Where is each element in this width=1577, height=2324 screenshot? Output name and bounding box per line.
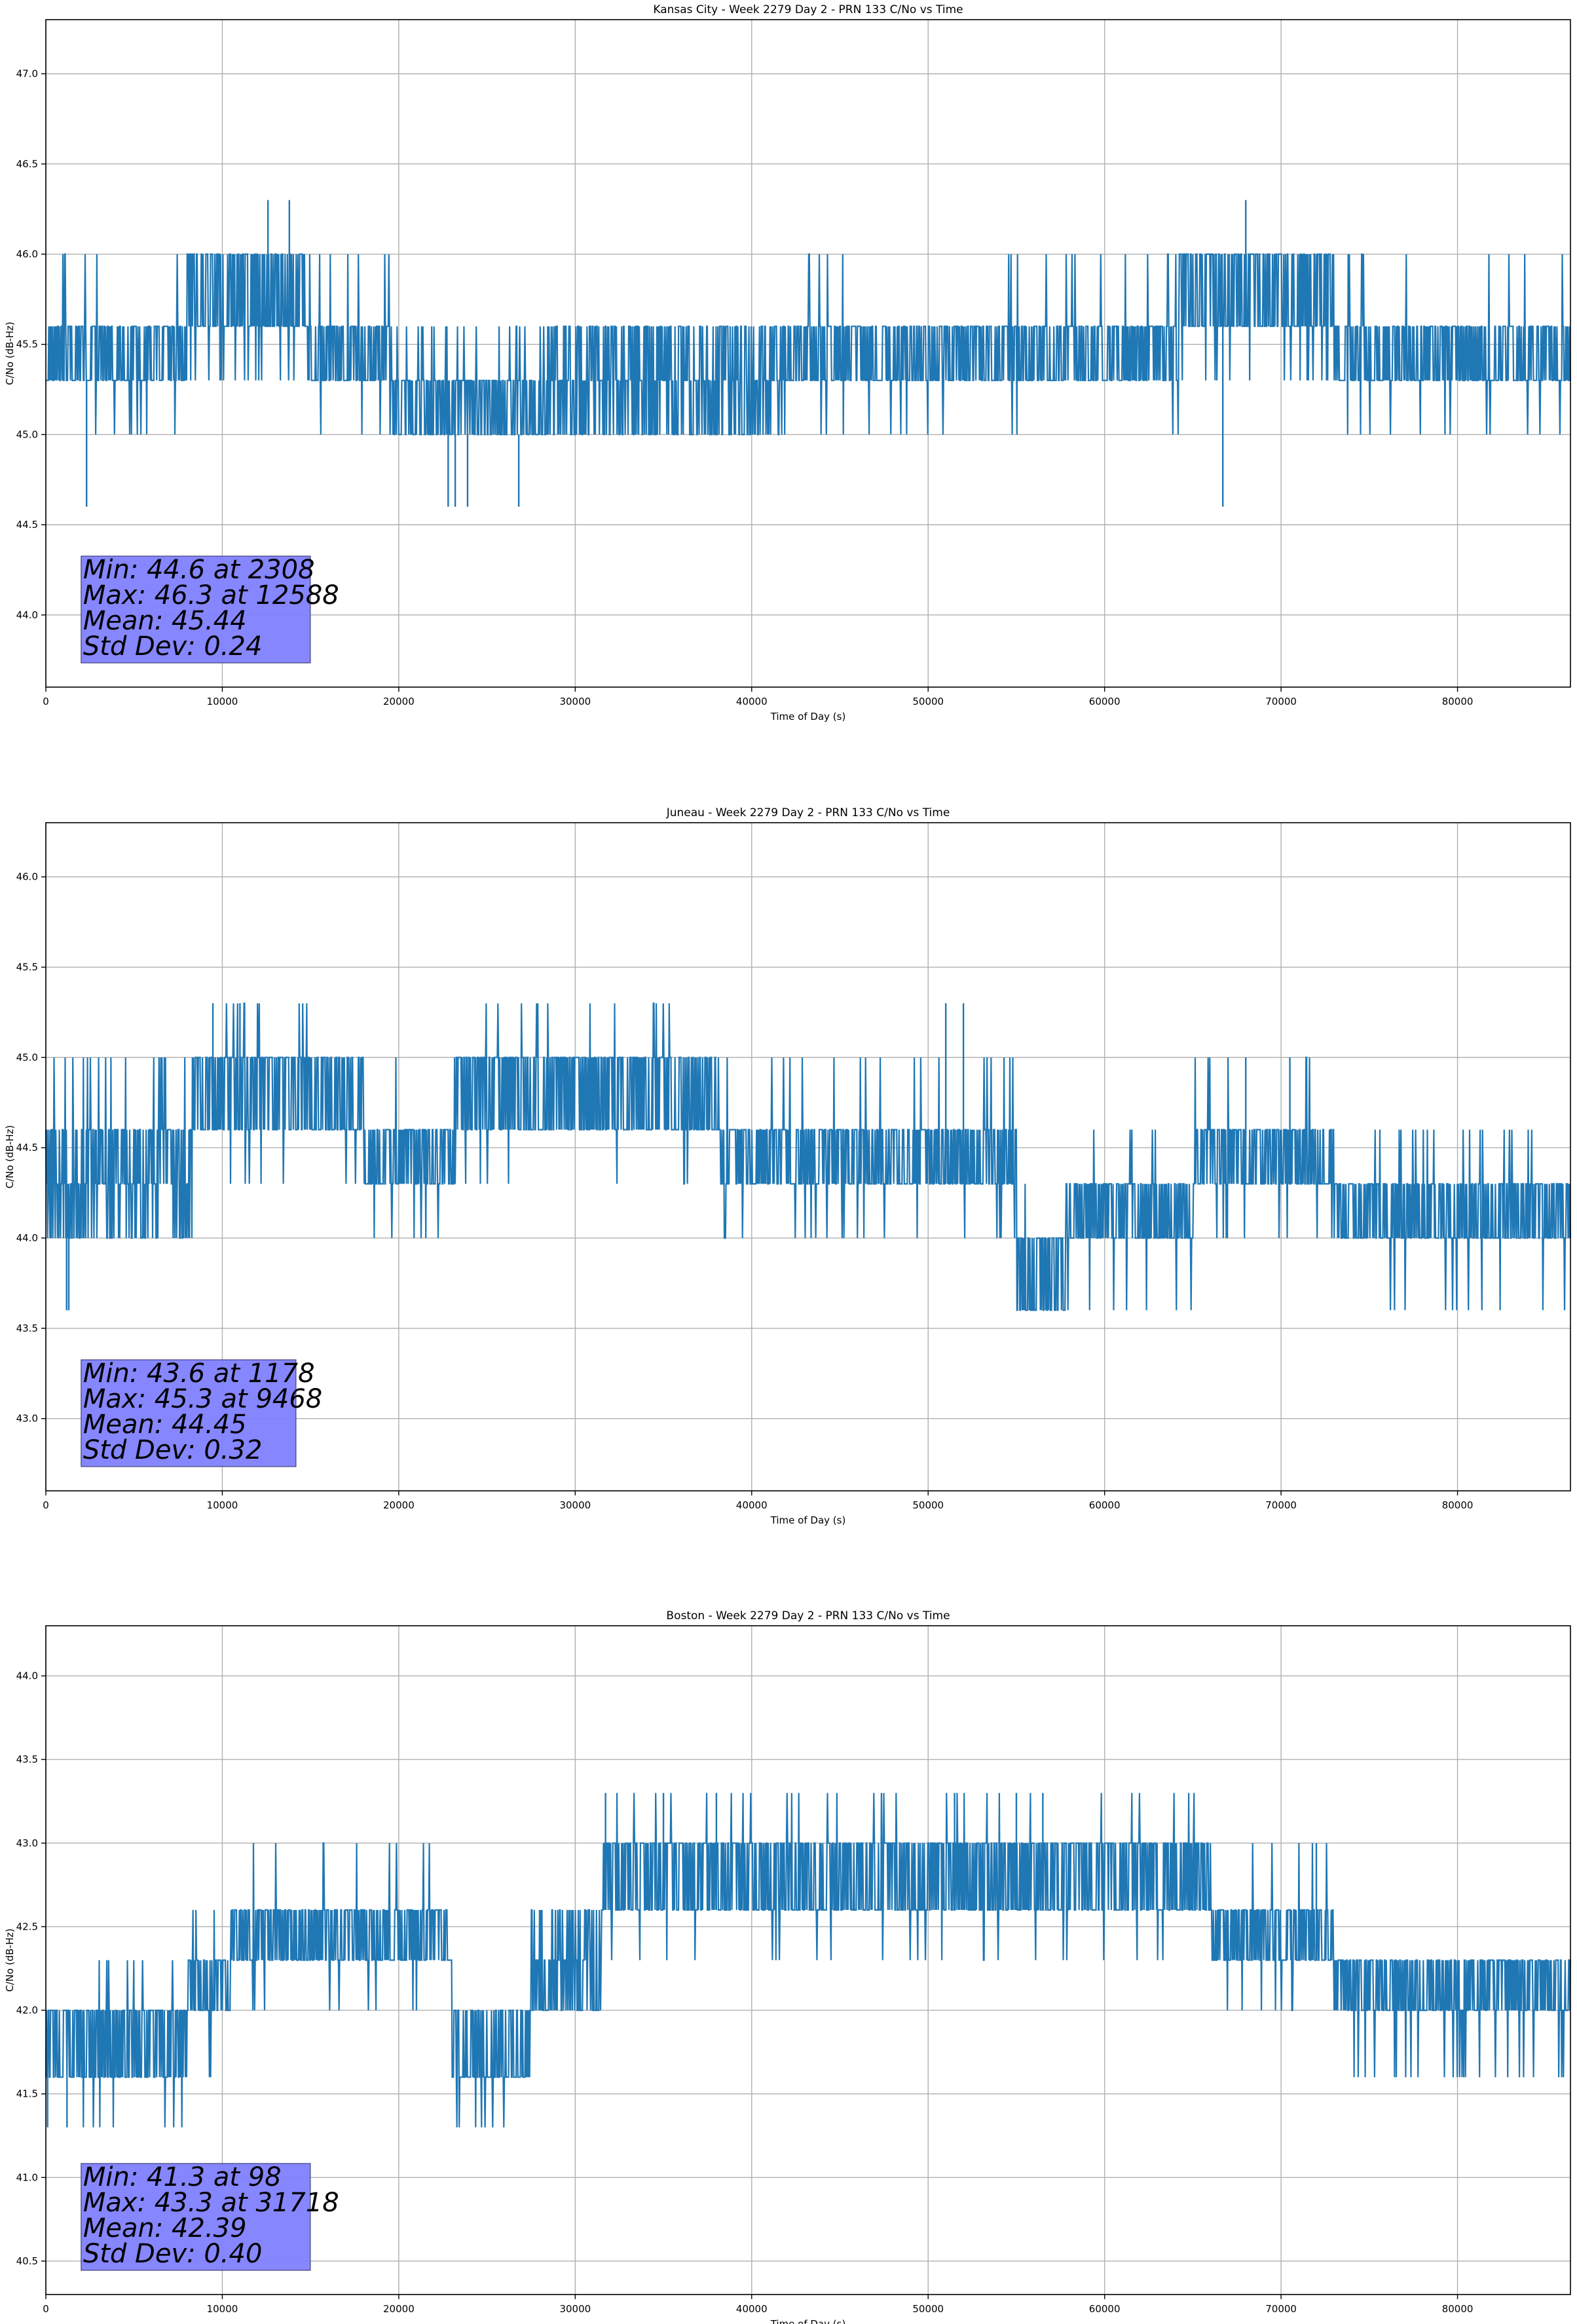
stats-line: Max: 46.3 at 12588: [83, 580, 339, 610]
y-tick-label: 46.0: [16, 871, 38, 883]
x-tick-label: 70000: [1265, 696, 1297, 707]
y-tick-label: 42.5: [16, 1921, 38, 1932]
stats-line: Std Dev: 0.32: [83, 1435, 263, 1465]
chart-panel-boston: 0 10000 20000 30000 40000 50000 60000 70000 8000…: [4, 1609, 1572, 2324]
stats-box: [81, 2163, 311, 2271]
stats-line: Min: 44.6 at 2308: [83, 555, 315, 585]
x-tick-label: 70000: [1265, 1499, 1297, 1511]
x-tick-label: 10000: [207, 2303, 238, 2315]
axes-frame: [45, 1625, 1571, 2295]
axes-frame: [45, 19, 1571, 688]
y-tick-label: 45.5: [16, 962, 38, 973]
stats-line: Min: 43.6 at 1178: [83, 1359, 315, 1389]
x-tick-label: 80000: [1442, 1499, 1474, 1511]
y-tick-label: 44.5: [16, 519, 38, 531]
y-tick-label: 46.0: [16, 248, 38, 260]
stats-line: Mean: 44.45: [83, 1410, 247, 1440]
x-tick-label: 0: [43, 2303, 49, 2315]
y-axis-label: C/No (dB-Hz): [4, 322, 16, 385]
x-axis-label: Time of Day (s): [770, 1514, 846, 1526]
x-tick-label: 0: [43, 696, 49, 707]
y-axis-label: C/No (dB-Hz): [4, 1125, 16, 1189]
y-tick-label: 43.5: [16, 1753, 38, 1765]
stats-box: [81, 555, 311, 664]
chart-panel-juneau: 0 10000 20000 30000 40000 50000 60000 70000 8000…: [4, 806, 1572, 1526]
stats-line: Min: 41.3 at 98: [83, 2162, 282, 2192]
stats-line: Max: 43.3 at 31718: [83, 2188, 339, 2218]
y-tick-label: 41.5: [16, 2088, 38, 2100]
y-tick-label: 44.0: [16, 1670, 38, 1682]
x-axis-label: Time of Day (s): [770, 2318, 846, 2324]
y-tick-label: 43.0: [16, 1837, 38, 1849]
x-tick-label: 50000: [912, 2303, 944, 2315]
stats-line: Std Dev: 0.40: [83, 2239, 263, 2269]
y-tick-label: 42.0: [16, 2004, 38, 2016]
x-tick-label: 40000: [736, 2303, 768, 2315]
stats-line: Mean: 42.39: [83, 2213, 247, 2243]
x-tick-label: 80000: [1442, 2303, 1474, 2315]
x-tick-label: 50000: [912, 1499, 944, 1511]
y-tick-label: 47.0: [16, 68, 38, 80]
x-tick-label: 20000: [383, 2303, 415, 2315]
stats-box: [81, 1359, 297, 1467]
series-line: [45, 1002, 1572, 1311]
y-tick-label: 46.5: [16, 158, 38, 170]
x-tick-label: 10000: [207, 696, 238, 707]
chart-panel-kansas-city: 0 10000 20000 30000 40000 50000 60000 70000 8000…: [4, 3, 1572, 722]
y-axis-label: C/No (dB-Hz): [4, 1928, 16, 1992]
x-tick-label: 40000: [736, 696, 768, 707]
chart-title: Kansas City - Week 2279 Day 2 - PRN 133 …: [653, 3, 963, 16]
y-tick-label: 45.5: [16, 339, 38, 350]
y-tick-label: 44.5: [16, 1142, 38, 1153]
x-tick-label: 60000: [1089, 696, 1121, 707]
x-axis-label: Time of Day (s): [770, 711, 846, 722]
series-line: [46, 253, 1572, 436]
x-tick-label: 70000: [1265, 2303, 1297, 2315]
x-tick-label: 10000: [207, 1499, 238, 1511]
x-tick-label: 50000: [912, 696, 944, 707]
x-tick-label: 60000: [1089, 1499, 1121, 1511]
y-tick-label: 44.0: [16, 1232, 38, 1244]
x-tick-label: 80000: [1442, 696, 1474, 707]
chart-title: Juneau - Week 2279 Day 2 - PRN 133 C/No …: [666, 806, 950, 819]
x-tick-label: 0: [43, 1499, 49, 1511]
x-tick-label: 20000: [383, 1499, 415, 1511]
x-tick-label: 30000: [559, 696, 591, 707]
stats-line: Max: 45.3 at 9468: [83, 1384, 322, 1414]
x-tick-label: 20000: [383, 696, 415, 707]
y-tick-label: 44.0: [16, 609, 38, 621]
x-tick-label: 40000: [736, 1499, 768, 1511]
y-tick-label: 41.0: [16, 2171, 38, 2183]
x-tick-label: 30000: [559, 1499, 591, 1511]
y-tick-label: 43.0: [16, 1413, 38, 1425]
stats-line: Mean: 45.44: [83, 606, 247, 636]
y-tick-label: 43.5: [16, 1322, 38, 1334]
y-tick-label: 45.0: [16, 428, 38, 440]
x-tick-label: 60000: [1089, 2303, 1121, 2315]
chart-title: Boston - Week 2279 Day 2 - PRN 133 C/No …: [666, 1609, 950, 1622]
y-tick-label: 45.0: [16, 1051, 38, 1063]
axes-frame: [45, 822, 1571, 1491]
x-tick-label: 30000: [559, 2303, 591, 2315]
y-tick-label: 40.5: [16, 2255, 38, 2267]
stats-line: Std Dev: 0.24: [83, 631, 263, 662]
